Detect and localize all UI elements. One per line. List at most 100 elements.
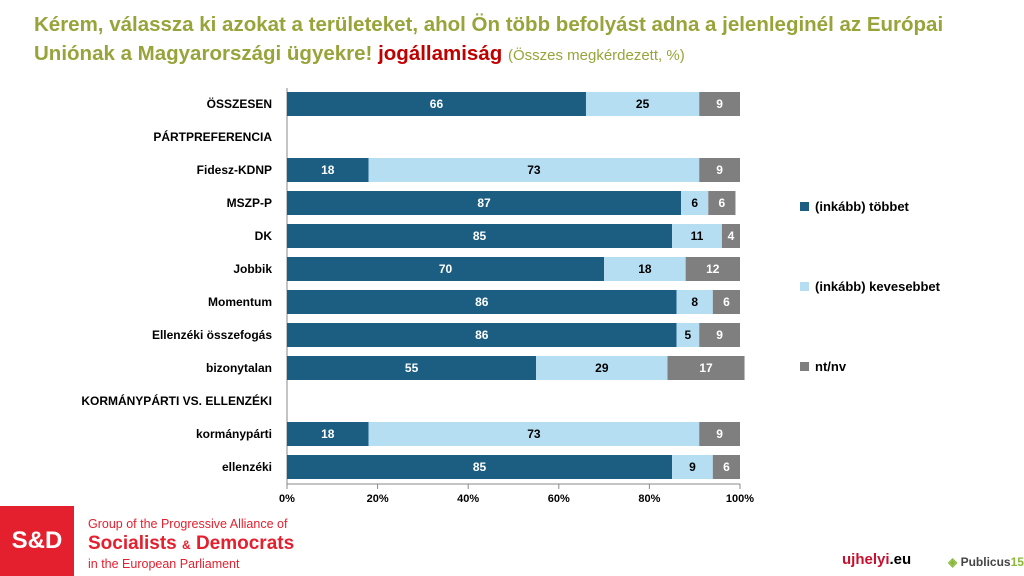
bar-segment — [287, 158, 369, 182]
bar-segment — [287, 422, 369, 446]
bar-segment — [699, 158, 740, 182]
sd-line1: Group of the Progressive Alliance of — [88, 517, 288, 531]
bar-segment — [287, 257, 605, 281]
data-label: 87 — [477, 196, 491, 210]
x-tick-label: 20% — [367, 493, 389, 505]
legend-swatch — [800, 202, 809, 211]
data-label: 17 — [699, 361, 713, 375]
publicus-logo: ◈ Publicus15 — [948, 555, 1024, 569]
data-label: 11 — [691, 229, 704, 243]
category-label: ellenzéki — [222, 460, 272, 474]
bar-segment — [287, 323, 677, 347]
data-label: 85 — [473, 229, 487, 243]
category-label: Fidesz-KDNP — [197, 163, 272, 177]
bar-segment — [667, 356, 745, 380]
data-label: 18 — [638, 262, 652, 276]
data-label: 9 — [716, 163, 723, 177]
data-label: 70 — [439, 262, 453, 276]
data-label: 86 — [475, 328, 489, 342]
category-label: KORMÁNYPÁRTI VS. ELLENZÉKI — [81, 393, 272, 408]
bar-segment — [699, 92, 740, 116]
bar-segment — [368, 422, 700, 446]
data-label: 9 — [716, 328, 723, 342]
bar-segment — [536, 356, 668, 380]
bar-segment — [685, 257, 740, 281]
bar-segment — [712, 290, 740, 314]
data-label: 25 — [636, 97, 650, 111]
bar-segment — [676, 323, 700, 347]
data-label: 6 — [691, 196, 698, 210]
category-label: Ellenzéki összefogás — [152, 328, 272, 342]
data-label: 9 — [716, 427, 723, 441]
bar-segment — [676, 290, 713, 314]
data-label: 66 — [430, 97, 444, 111]
data-label: 9 — [716, 97, 723, 111]
sd-democrats: Democrats — [195, 533, 295, 554]
data-label: 9 — [689, 460, 696, 474]
legend-swatch — [800, 362, 809, 371]
bar-segment — [287, 92, 586, 116]
bar-segment — [699, 323, 740, 347]
publicus-text: Publicus — [960, 555, 1011, 569]
bar-segment — [721, 224, 740, 248]
bar-segment — [708, 191, 736, 215]
sd-socialists: Socialists — [88, 533, 177, 554]
title-subtitle: (Összes megkérdezett, %) — [507, 47, 685, 64]
bar-segment — [287, 191, 682, 215]
publicus-num: 15 — [1010, 555, 1024, 569]
data-label: 55 — [405, 361, 419, 375]
bar-segment — [287, 224, 673, 248]
legend-label: (inkább) kevesebbet — [815, 279, 941, 294]
title-main: Kérem, válassza ki azokat a területeket,… — [34, 13, 944, 65]
bar-segment — [287, 455, 673, 479]
data-label: 4 — [728, 229, 735, 243]
sd-amp: & — [182, 538, 191, 552]
category-label: PÁRTPREFERENCIA — [153, 129, 272, 144]
ujhelyi-eu: .eu — [889, 551, 912, 568]
category-label: bizonytalan — [206, 361, 272, 375]
x-tick-label: 80% — [638, 493, 660, 505]
category-label: Momentum — [208, 295, 272, 309]
x-tick-label: 0% — [279, 493, 295, 505]
legend-swatch — [800, 282, 809, 291]
data-label: 5 — [685, 328, 692, 342]
data-label: 73 — [527, 163, 541, 177]
x-tick-label: 100% — [726, 493, 754, 505]
x-tick-label: 40% — [457, 493, 479, 505]
bar-segment — [712, 455, 740, 479]
bar-segment — [699, 422, 740, 446]
data-label: 29 — [595, 361, 609, 375]
ujhelyi-text: ujhelyi — [842, 551, 890, 568]
category-label: kormánypárti — [196, 427, 272, 441]
title-topic: jogállamiság — [378, 42, 503, 65]
sd-line3: in the European Parliament — [88, 557, 240, 571]
category-label: DK — [255, 229, 273, 243]
data-label: 85 — [473, 460, 487, 474]
bar-segment — [604, 257, 686, 281]
bar-segment — [681, 191, 709, 215]
sd-text: Group of the Progressive Alliance of Soc… — [88, 516, 294, 573]
bar-segment — [585, 92, 700, 116]
data-label: 6 — [723, 295, 730, 309]
legend-label: (inkább) többet — [815, 199, 910, 214]
bar-segment — [368, 158, 700, 182]
category-label: Jobbik — [233, 262, 272, 276]
data-label: 12 — [706, 262, 720, 276]
data-label: 6 — [723, 460, 730, 474]
data-label: 6 — [719, 196, 726, 210]
legend-label: nt/nv — [815, 359, 847, 374]
sd-logo: S&D — [0, 506, 74, 576]
x-tick-label: 60% — [548, 493, 570, 505]
data-label: 18 — [321, 427, 335, 441]
bar-segment — [672, 455, 713, 479]
data-label: 18 — [321, 163, 335, 177]
bar-segment — [672, 224, 722, 248]
category-label: ÖSSZESEN — [207, 96, 272, 111]
category-label: MSZP-P — [227, 196, 272, 210]
data-label: 86 — [475, 295, 489, 309]
bar-segment — [287, 290, 677, 314]
data-label: 73 — [527, 427, 541, 441]
data-label: 8 — [691, 295, 698, 309]
bar-segment — [287, 356, 537, 380]
